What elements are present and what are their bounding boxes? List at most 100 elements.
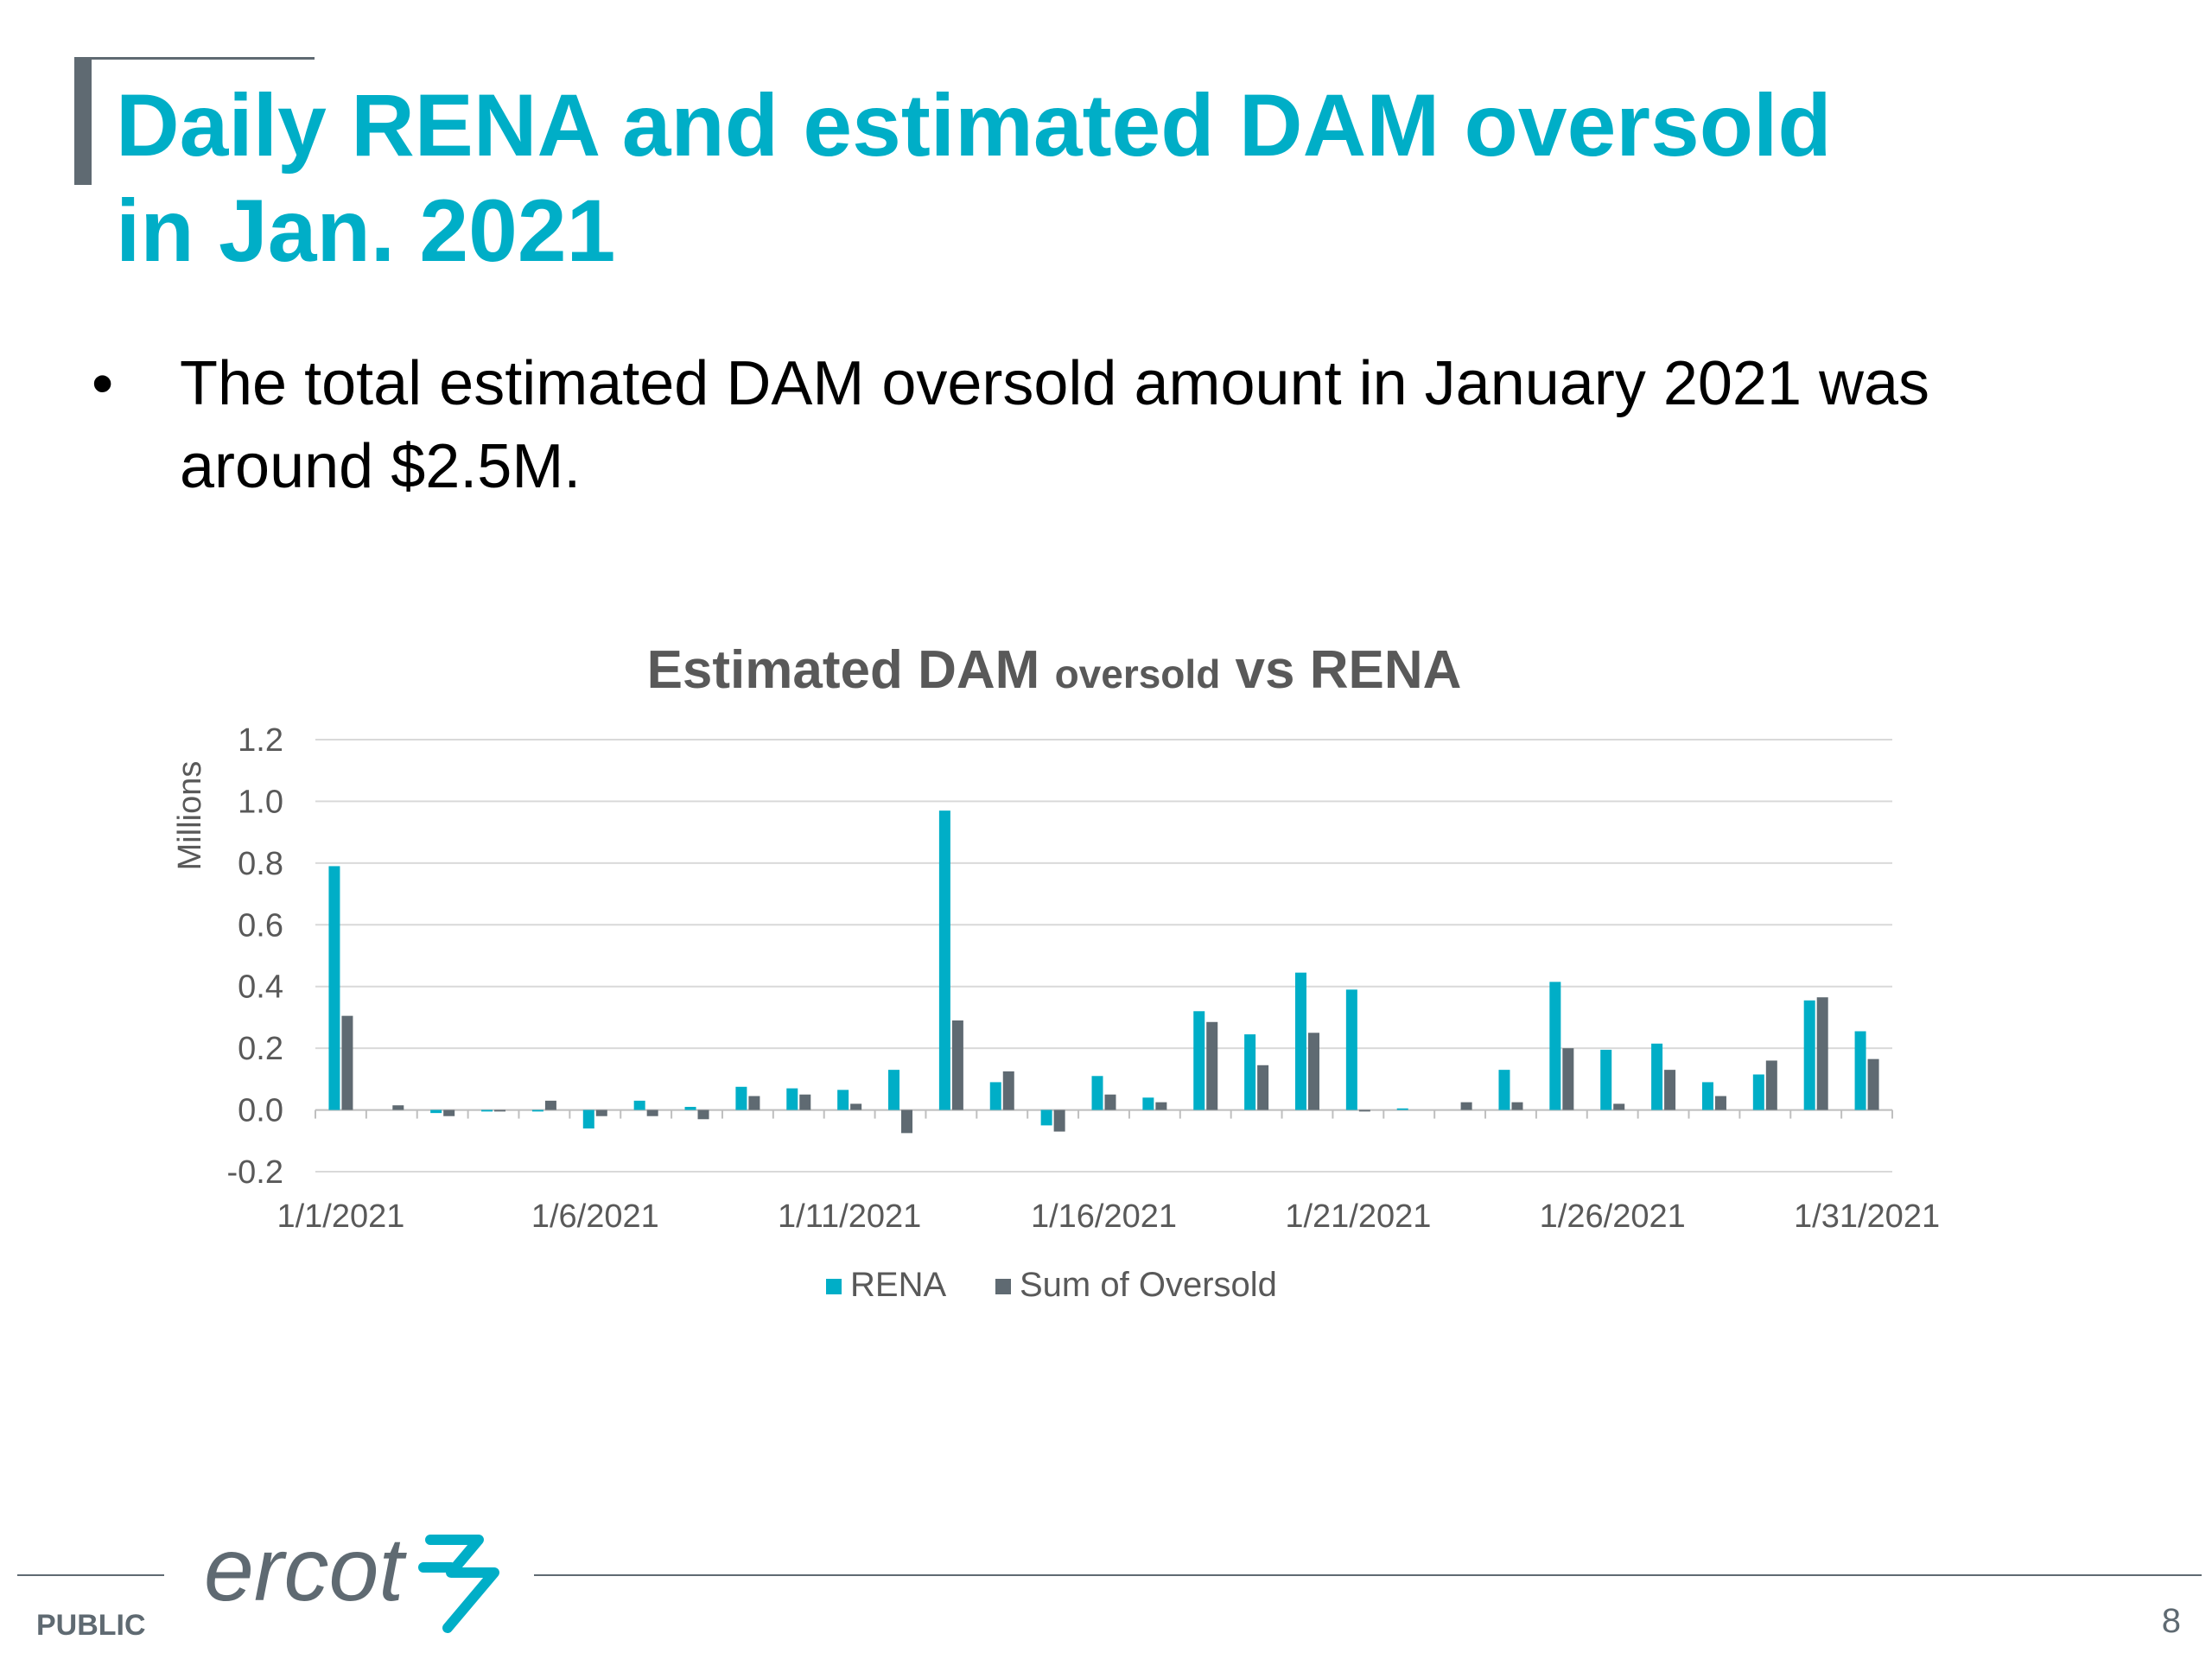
bar-rena [1193,1011,1205,1110]
bar-sum-of-oversold [1358,1109,1370,1112]
bar-rena [989,1082,1001,1110]
chart-title-part-2: oversold [1055,652,1221,696]
y-tick-label: 1.0 [238,784,283,820]
y-axis-label: Millions [172,761,208,871]
y-tick-label: 0.2 [238,1031,283,1067]
bar-sum-of-oversold [494,1109,506,1112]
ercot-logo: ercot [204,1520,499,1633]
x-tick-label: 1/26/2021 [1540,1198,1686,1235]
bar-sum-of-oversold [1307,1033,1319,1110]
bar-sum-of-oversold [1155,1102,1167,1110]
legend-label: RENA [850,1266,946,1304]
bar-sum-of-oversold [595,1109,607,1116]
bar-sum-of-oversold [901,1109,913,1134]
bar-sum-of-oversold [1460,1102,1472,1110]
y-tick-label: -0.2 [227,1154,283,1191]
bar-sum-of-oversold [1867,1058,1879,1110]
bar-sum-of-oversold [850,1103,862,1110]
bar-sum-of-oversold [1816,997,1828,1110]
bar-sum-of-oversold [1257,1065,1269,1110]
bar-rena [1549,982,1561,1110]
bar-rena [1345,989,1357,1110]
bar-sum-of-oversold [748,1096,760,1110]
bar-sum-of-oversold [544,1100,556,1110]
classification-label: PUBLIC [36,1609,146,1642]
bar-sum-of-oversold [1104,1094,1116,1110]
footer-rule-right [534,1574,2202,1576]
bar-rena [938,810,950,1110]
bar-sum-of-oversold [646,1109,658,1116]
logo-bolt-icon [418,1535,499,1633]
bar-sum-of-oversold [1765,1060,1777,1110]
bar-rena [837,1090,849,1110]
bar-sum-of-oversold [1664,1070,1676,1110]
y-tick-label: 0.4 [238,969,283,1006]
bar-sum-of-oversold [1053,1109,1065,1132]
bullet-list: • The total estimated DAM oversold amoun… [92,342,2148,508]
bar-rena [735,1086,747,1110]
bar-sum-of-oversold [1562,1048,1574,1110]
chart-title-part-1: Estimated DAM [647,640,1040,700]
bar-rena [328,866,340,1110]
bar-rena [1752,1074,1764,1110]
bullet-text-line-1: The total estimated DAM oversold amount … [180,349,1930,418]
bar-sum-of-oversold [392,1105,404,1110]
bar-sum-of-oversold [799,1094,811,1110]
legend-swatch [995,1279,1011,1294]
chart-title: Estimated DAM oversold vs RENA [647,640,1462,700]
title-accent-bar [74,57,92,185]
bar-rena [1091,1076,1103,1110]
y-tick-label: 0.0 [238,1093,283,1129]
bar-rena [582,1109,594,1128]
chart-title-part-3: vs RENA [1236,640,1462,700]
bullet-symbol: • [92,349,114,418]
page-title-line-2: in Jan. 2021 [116,181,616,280]
bar-sum-of-oversold [1613,1103,1625,1110]
x-tick-label: 1/31/2021 [1794,1198,1940,1235]
bars [315,810,1893,1134]
title-rule [74,57,315,60]
x-tick-label: 1/1/2021 [276,1198,404,1235]
bar-rena [1651,1043,1663,1110]
bar-rena [786,1088,798,1110]
bar-chart: Estimated DAM oversold vs RENA Millions … [172,640,1940,1304]
footer-rule-left [17,1574,164,1576]
bullet-item: • The total estimated DAM oversold amoun… [92,342,2148,508]
y-tick-label: 1.2 [238,722,283,759]
y-tick-label: 0.6 [238,907,283,944]
y-tick-label: 0.8 [238,846,283,882]
bar-rena [1396,1108,1408,1110]
bar-rena [1498,1070,1510,1110]
bar-rena [1600,1049,1612,1110]
y-axis-ticks: 1.2 1.0 0.8 0.6 0.4 0.2 0.0 -0.2 [227,722,283,1191]
bar-sum-of-oversold [341,1015,353,1110]
bar-rena [684,1107,696,1110]
bar-rena [531,1109,543,1112]
x-axis-ticks: 1/1/2021 1/6/2021 1/11/2021 1/16/2021 1/21/2… [276,1198,1940,1235]
x-tick-label: 1/21/2021 [1285,1198,1431,1235]
bullet-text-line-2: around $2.5M. [180,432,582,501]
x-tick-label: 1/11/2021 [778,1198,921,1235]
bar-rena [633,1100,645,1110]
legend-swatch [826,1279,842,1294]
bar-sum-of-oversold [1511,1102,1523,1110]
page-title: Daily RENA and estimated DAM oversold in… [116,73,2103,283]
bar-rena [1803,1000,1815,1110]
bar-rena [1701,1082,1713,1110]
bar-sum-of-oversold [951,1020,963,1110]
bar-sum-of-oversold [1714,1096,1726,1110]
logo-wordmark: ercot [204,1520,407,1620]
page-number: 8 [2161,1602,2181,1640]
bar-rena [1244,1034,1256,1110]
x-tick-label: 1/6/2021 [531,1198,659,1235]
bar-rena [1854,1031,1866,1110]
bar-rena [888,1070,900,1110]
bar-sum-of-oversold [1206,1021,1218,1110]
bar-rena [430,1109,442,1114]
bar-rena [1142,1097,1154,1110]
page-title-line-1: Daily RENA and estimated DAM oversold [116,76,1832,175]
bar-rena [481,1109,493,1112]
legend-label: Sum of Oversold [1020,1266,1277,1304]
bar-rena [1040,1109,1052,1126]
bar-sum-of-oversold [1002,1071,1014,1110]
